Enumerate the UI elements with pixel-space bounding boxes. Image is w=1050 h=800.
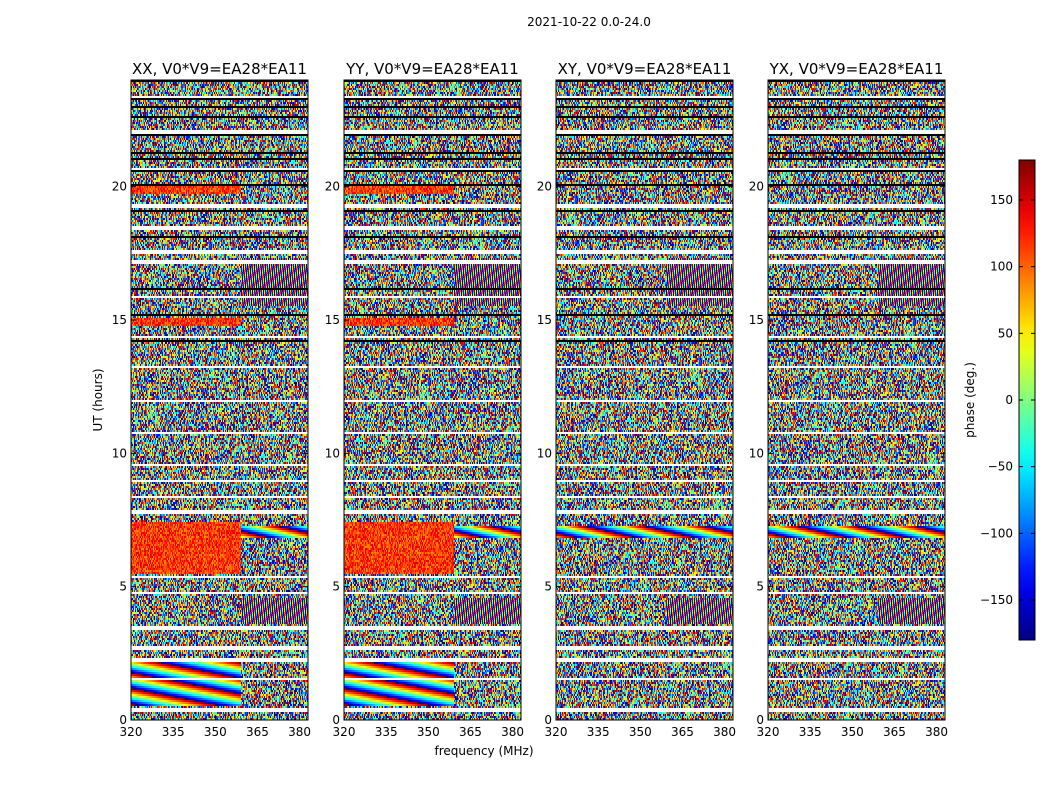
y-tick-label: 15 <box>112 313 127 327</box>
colorbar-tick-label: −50 <box>988 460 1013 474</box>
phase-heatmap-image <box>131 80 308 720</box>
figure-suptitle: 2021-10-22 0.0-24.0 <box>527 15 651 29</box>
y-tick-label: 10 <box>112 446 127 460</box>
y-tick-label: 5 <box>332 580 340 594</box>
y-tick-label: 10 <box>325 446 340 460</box>
y-tick-label: 20 <box>112 180 127 194</box>
y-tick-label: 10 <box>537 446 552 460</box>
colorbar-tick-label: 50 <box>998 326 1013 340</box>
colorbar: 150 100 50 0 −50 −100 −150 phase (deg.) <box>963 159 1036 641</box>
phase-heatmap-image <box>344 80 521 720</box>
phase-heatmap-image <box>556 80 733 720</box>
panel-frame <box>555 79 734 721</box>
y-tick-label: 20 <box>537 180 552 194</box>
y-axis-label: UT (hours) <box>91 368 105 431</box>
colorbar-tick-label: 150 <box>990 193 1013 207</box>
panel-frame <box>130 79 309 721</box>
x-tick-label: 350 <box>841 725 864 739</box>
y-tick-label: 0 <box>332 713 340 727</box>
x-tick-label: 350 <box>629 725 652 739</box>
panels-group: XX, V0*V9=EA28*EA11 320 335 350 365 380 0 5 10 15… <box>112 60 948 739</box>
panel-title: XY, V0*V9=EA28*EA11 <box>558 60 732 78</box>
y-tick-label: 20 <box>749 180 764 194</box>
x-tick-label: 320 <box>545 725 568 739</box>
y-tick-label: 5 <box>544 580 552 594</box>
x-tick-label: 320 <box>333 725 356 739</box>
panel-frame <box>767 79 946 721</box>
x-tick-label: 350 <box>417 725 440 739</box>
y-tick-label: 15 <box>325 313 340 327</box>
panel-2: YY, V0*V9=EA28*EA11 320 335 350 365 380 0 5 10 15… <box>325 60 524 739</box>
x-tick-label: 380 <box>501 725 524 739</box>
x-tick-label: 365 <box>459 725 482 739</box>
x-tick-label: 365 <box>883 725 906 739</box>
x-tick-label: 335 <box>799 725 822 739</box>
panel-frame <box>343 79 522 721</box>
panel-1: XX, V0*V9=EA28*EA11 320 335 350 365 380 0 5 10 15… <box>112 60 311 739</box>
x-tick-label: 380 <box>925 725 948 739</box>
x-tick-label: 365 <box>246 725 269 739</box>
phase-heatmap-image <box>768 80 945 720</box>
colorbar-tick-label: −150 <box>980 593 1013 607</box>
y-tick-label: 5 <box>756 580 764 594</box>
colorbar-tick-label: −100 <box>980 526 1013 540</box>
y-tick-label: 20 <box>325 180 340 194</box>
panel-title: YX, V0*V9=EA28*EA11 <box>769 60 944 78</box>
x-tick-label: 335 <box>375 725 398 739</box>
colorbar-label: phase (deg.) <box>963 362 977 438</box>
x-tick-label: 335 <box>162 725 185 739</box>
x-axis-label: frequency (MHz) <box>434 744 533 758</box>
panel-title: YY, V0*V9=EA28*EA11 <box>345 60 519 78</box>
panel-4: YX, V0*V9=EA28*EA11 320 335 350 365 380 0 5 10 15… <box>749 60 948 739</box>
y-tick-label: 10 <box>749 446 764 460</box>
y-tick-label: 0 <box>756 713 764 727</box>
y-tick-label: 15 <box>749 313 764 327</box>
x-tick-label: 320 <box>120 725 143 739</box>
x-tick-label: 380 <box>713 725 736 739</box>
x-tick-label: 380 <box>288 725 311 739</box>
y-tick-label: 0 <box>544 713 552 727</box>
y-tick-label: 5 <box>119 580 127 594</box>
x-tick-label: 335 <box>587 725 610 739</box>
y-tick-label: 0 <box>119 713 127 727</box>
panel-title: XX, V0*V9=EA28*EA11 <box>132 60 307 78</box>
x-tick-label: 350 <box>204 725 227 739</box>
panel-3: XY, V0*V9=EA28*EA11 320 335 350 365 380 0 5 10 15… <box>537 60 736 739</box>
x-tick-label: 320 <box>757 725 780 739</box>
colorbar-tick-label: 100 <box>990 260 1013 274</box>
y-tick-label: 15 <box>537 313 552 327</box>
colorbar-tick-label: 0 <box>1005 393 1013 407</box>
x-tick-label: 365 <box>671 725 694 739</box>
